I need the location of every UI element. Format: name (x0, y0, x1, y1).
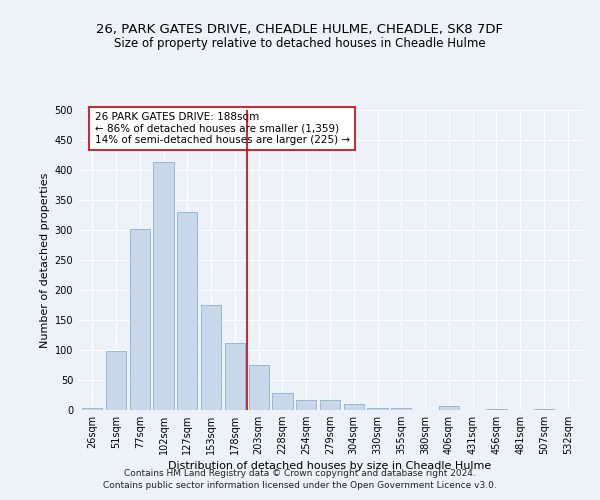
Bar (106, 350, 126, 410)
Bar (439, 406, 459, 410)
Bar (272, 392, 293, 410)
Y-axis label: Number of detached properties: Number of detached properties (40, 172, 50, 348)
Bar (130, 229, 150, 410)
Bar (534, 409, 554, 410)
Bar (201, 305, 221, 410)
Bar (225, 344, 245, 410)
Bar (367, 408, 388, 410)
Bar (344, 404, 364, 410)
Bar (177, 212, 197, 410)
Bar (391, 408, 412, 410)
Text: Contains public sector information licensed under the Open Government Licence v3: Contains public sector information licen… (103, 481, 497, 490)
Bar (320, 400, 340, 410)
Bar (487, 409, 506, 410)
Bar (296, 400, 316, 410)
Text: 26, PARK GATES DRIVE, CHEADLE HULME, CHEADLE, SK8 7DF: 26, PARK GATES DRIVE, CHEADLE HULME, CHE… (97, 22, 503, 36)
Text: Contains HM Land Registry data © Crown copyright and database right 2024.: Contains HM Land Registry data © Crown c… (124, 468, 476, 477)
Text: Size of property relative to detached houses in Cheadle Hulme: Size of property relative to detached ho… (114, 38, 486, 51)
Bar (82, 408, 103, 410)
X-axis label: Distribution of detached houses by size in Cheadle Hulme: Distribution of detached houses by size … (169, 461, 491, 471)
Text: 26 PARK GATES DRIVE: 188sqm
← 86% of detached houses are smaller (1,359)
14% of : 26 PARK GATES DRIVE: 188sqm ← 86% of det… (95, 112, 350, 145)
Bar (154, 162, 173, 410)
Bar (248, 365, 269, 410)
